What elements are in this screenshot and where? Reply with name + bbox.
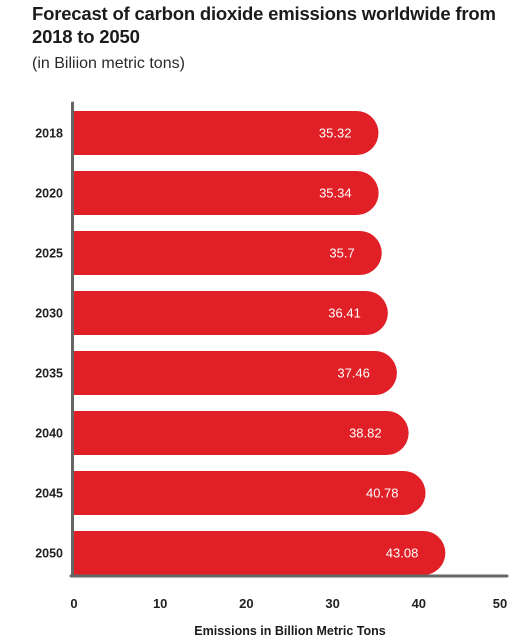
value-label-2035: 37.46 [337,366,370,381]
x-tick-label-50: 50 [493,596,507,611]
x-tick-label-10: 10 [153,596,167,611]
bar-2025 [74,231,382,275]
x-tick-label-40: 40 [412,596,426,611]
category-label-2025: 2025 [35,247,63,261]
value-label-2045: 40.78 [366,486,399,501]
value-label-2030: 36.41 [328,306,361,321]
category-label-2035: 2035 [35,367,63,381]
value-label-2040: 38.82 [349,426,382,441]
x-tick-label-30: 30 [325,596,339,611]
category-labels-group: 2018 2020 2025 2030 2035 2040 2045 2050 [35,127,63,561]
bar-2040 [74,411,409,455]
category-label-2045: 2045 [35,487,63,501]
category-label-2050: 2050 [35,547,63,561]
x-axis-title: Emissions in Billion Metric Tons [194,624,386,638]
value-label-2020: 35.34 [319,186,352,201]
value-label-2018: 35.32 [319,126,352,141]
chart-subtitle: (in Biliion metric tons) [32,55,185,72]
value-label-2050: 43.08 [386,546,419,561]
value-label-2025: 35.7 [329,246,354,261]
category-label-2030: 2030 [35,307,63,321]
x-tick-labels-group: 0 10 20 30 40 50 [70,596,507,611]
bar-2045 [74,471,426,515]
value-labels-group: 35.32 35.34 35.7 36.41 37.46 38.82 40.78 43.08 [319,126,418,561]
bars-group [74,111,446,575]
chart-title: Forecast of carbon dioxide emissions wor… [32,3,496,47]
category-label-2018: 2018 [35,127,63,141]
bar-2035 [74,351,397,395]
x-tick-label-0: 0 [70,596,77,611]
axes-group [69,101,509,578]
category-label-2020: 2020 [35,187,63,201]
bar-2030 [74,291,388,335]
bar-2018 [74,111,379,155]
x-tick-label-20: 20 [239,596,253,611]
bar-2020 [74,171,379,215]
category-label-2040: 2040 [35,427,63,441]
bar-2050 [74,531,446,575]
